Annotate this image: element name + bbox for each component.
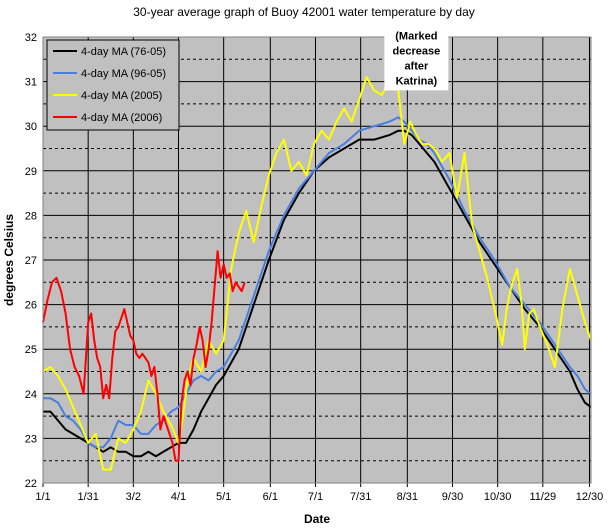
x-axis-label: Date (304, 512, 330, 526)
katrina-annotation: (Marked decrease after Katrina) (384, 24, 449, 91)
annotation-line: decrease (393, 45, 441, 57)
y-tick-label: 27 (25, 255, 37, 267)
y-tick-label: 24 (25, 389, 37, 401)
x-tick-label: 1/1 (35, 491, 50, 503)
x-tick-label: 6/1 (263, 491, 278, 503)
x-tick-label: 4/1 (171, 491, 186, 503)
x-tick-label: 10/30 (484, 491, 512, 503)
x-tick-label: 12/30 (576, 491, 604, 503)
y-tick-label: 26 (25, 300, 37, 312)
y-tick-label: 30 (25, 121, 37, 133)
legend-box (46, 39, 180, 131)
y-tick-label: 31 (25, 77, 37, 89)
x-axis-ticks: 1/1 1/31 3/2 4/1 5/1 6/1 7/1 7/31 8/31 9/30 10/30 1… (35, 483, 603, 503)
x-tick-label: 3/2 (126, 491, 141, 503)
y-tick-label: 23 (25, 433, 37, 445)
y-tick-label: 32 (25, 32, 37, 44)
x-tick-label: 9/30 (442, 491, 463, 503)
legend-label: 4-day MA (2005) (81, 90, 162, 102)
x-tick-label: 5/1 (216, 491, 231, 503)
chart-title: 30-year average graph of Buoy 42001 wate… (133, 5, 475, 19)
x-tick-label: 11/29 (529, 491, 556, 503)
annotation-line: after (404, 60, 429, 72)
annotation-line: (Marked (395, 30, 437, 42)
x-tick-label: 7/1 (308, 491, 323, 503)
y-tick-label: 25 (25, 344, 37, 356)
series-lines (42, 58, 592, 471)
series-line-4 (42, 250, 246, 462)
x-tick-label: 1/31 (77, 491, 98, 503)
y-tick-label: 28 (25, 210, 37, 222)
y-tick-label: 29 (25, 166, 37, 178)
y-axis-label: degrees Celsius (2, 214, 16, 306)
y-axis-ticks: 22 23 24 25 26 27 28 29 30 31 32 (25, 32, 37, 490)
annotation-line: Katrina) (396, 75, 438, 87)
series-line-3 (42, 58, 592, 471)
x-tick-label: 8/31 (397, 491, 418, 503)
legend-label: 4-day MA (76-05) (81, 46, 166, 58)
legend-label: 4-day MA (2006) (81, 112, 162, 124)
legend-label: 4-day MA (96-05) (81, 68, 166, 80)
series-line-1 (43, 129, 592, 458)
plot-frame (42, 36, 592, 484)
y-tick-label: 22 (25, 478, 37, 490)
annotation-box (384, 24, 449, 91)
legend: 4-day MA (76-05) 4-day MA (96-05) 4-day MA… (46, 39, 180, 131)
series-line-2 (43, 116, 592, 449)
x-tick-label: 7/31 (350, 491, 371, 503)
